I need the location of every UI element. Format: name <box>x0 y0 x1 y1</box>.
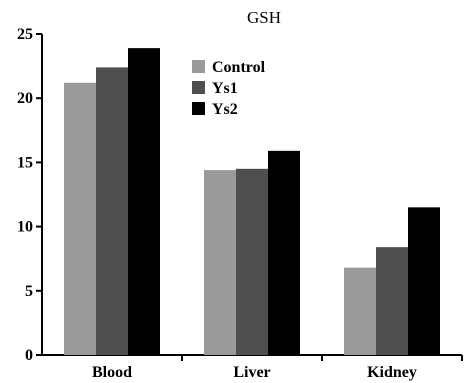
chart-title: GSH <box>247 8 281 27</box>
bar-kidney-ys1 <box>376 247 408 355</box>
y-tick-label: 5 <box>25 283 33 300</box>
y-tick-label: 10 <box>17 219 33 236</box>
y-tick-label: 20 <box>17 90 33 107</box>
bar-kidney-control <box>344 267 376 355</box>
legend-label-control: Control <box>212 59 266 76</box>
category-label: Liver <box>233 364 270 381</box>
legend: Control Ys1 Ys2 <box>192 59 266 118</box>
legend-swatch-ys1 <box>192 81 205 94</box>
category-label: Blood <box>92 364 132 381</box>
bar-liver-ys1 <box>236 168 268 355</box>
bar-liver-ys2 <box>268 150 300 355</box>
category-label: Kidney <box>367 364 417 381</box>
legend-label-ys2: Ys2 <box>212 101 238 118</box>
y-tick-label: 15 <box>17 154 33 171</box>
legend-label-ys1: Ys1 <box>212 80 238 97</box>
legend-swatch-control <box>192 60 205 73</box>
bar-blood-control <box>64 82 96 356</box>
y-tick-label: 0 <box>25 347 33 364</box>
legend-swatch-ys2 <box>192 102 205 115</box>
y-tick-label: 25 <box>17 26 33 43</box>
y-tick-labels: 0 5 10 15 20 25 <box>17 26 33 364</box>
bar-blood-ys1 <box>96 67 128 355</box>
bar-liver-control <box>204 170 236 355</box>
bar-blood-ys2 <box>128 48 160 356</box>
bar-kidney-ys2 <box>408 207 440 355</box>
category-labels: Blood Liver Kidney <box>92 364 417 381</box>
bars <box>64 48 440 356</box>
